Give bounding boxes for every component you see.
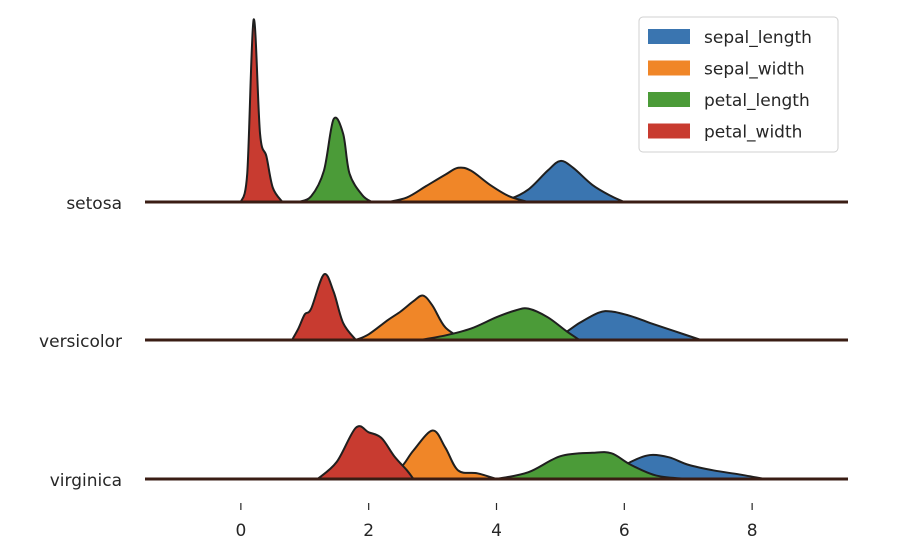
legend-label-petal_length: petal_length — [704, 91, 810, 111]
ridge-virginica — [145, 425, 848, 481]
density-virginica-petal_length — [495, 451, 690, 480]
density-versicolor-petal_width — [290, 273, 357, 341]
density-versicolor-petal_length — [418, 307, 581, 341]
x-tick-label: 4 — [491, 521, 502, 541]
ridge-setosa — [145, 18, 848, 204]
density-setosa-sepal_width — [386, 166, 530, 203]
ridges-area — [145, 18, 848, 481]
x-tick-label: 6 — [619, 521, 630, 541]
category-label-virginica: virginica — [50, 471, 122, 491]
legend-swatch-sepal_length — [648, 29, 690, 44]
legend-swatch-petal_width — [648, 123, 690, 139]
ridge-versicolor — [145, 273, 848, 342]
legend-label-sepal_width: sepal_width — [704, 60, 805, 80]
density-versicolor-sepal_width — [354, 294, 466, 341]
category-labels: setosa versicolor virginica — [39, 194, 122, 491]
density-virginica-petal_width — [316, 425, 415, 480]
legend-frame — [638, 16, 839, 153]
legend: sepal_length sepal_width petal_lengthpetal… — [638, 16, 839, 153]
x-axis: 0 2 4 6 8 — [235, 503, 758, 541]
x-tick-label: 8 — [747, 521, 758, 541]
density-setosa-sepal_length — [489, 159, 626, 203]
density-setosa-petal_width — [239, 18, 284, 203]
legend-label-petal_width: petal_width — [704, 123, 802, 143]
x-tick-label: 2 — [363, 521, 374, 541]
legend-swatch-petal_length — [648, 92, 690, 107]
legend-swatch-sepal_width — [648, 60, 690, 76]
x-tick-label: 0 — [235, 521, 246, 541]
density-setosa-petal_length — [297, 116, 373, 203]
category-label-versicolor: versicolor — [39, 332, 122, 352]
category-label-setosa: setosa — [66, 194, 122, 214]
legend-label-sepal_length: sepal_length — [704, 28, 812, 48]
